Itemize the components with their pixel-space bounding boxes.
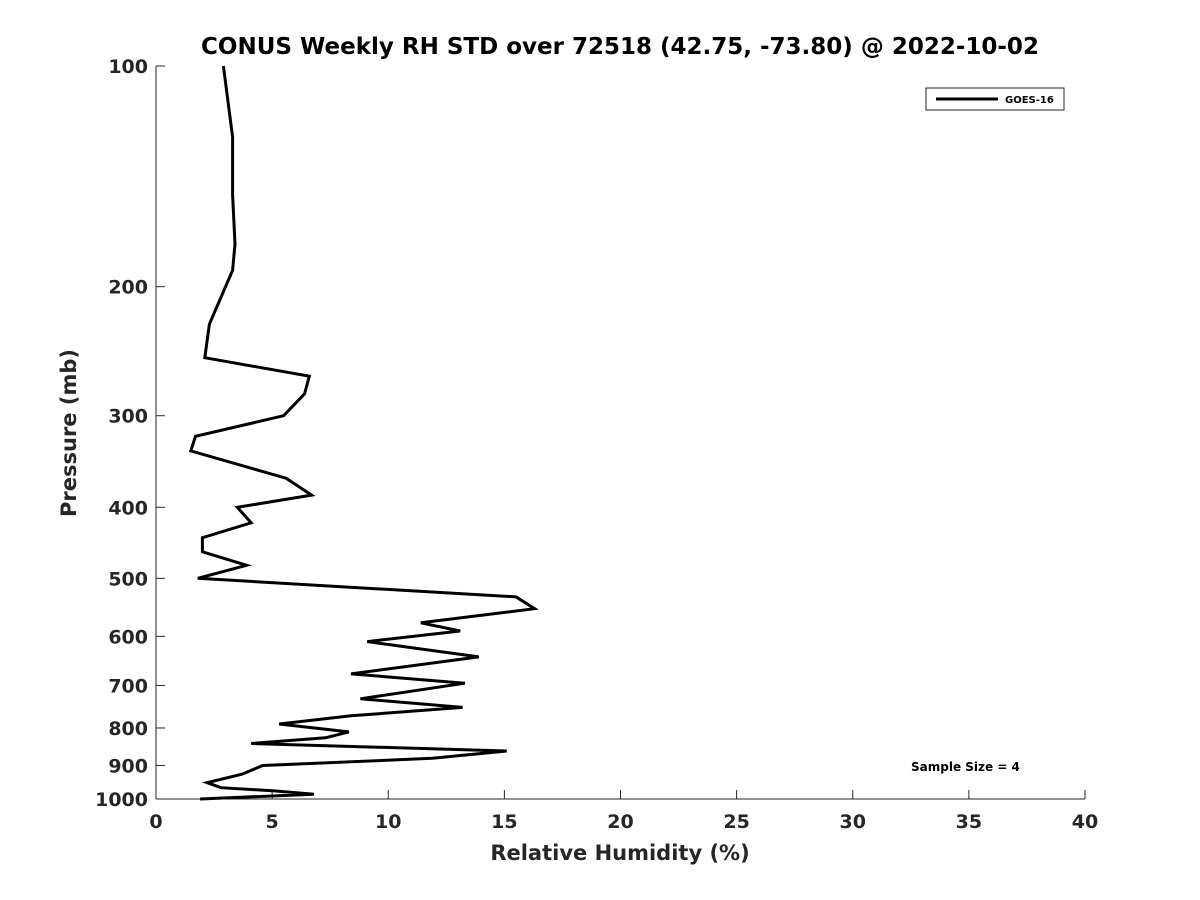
- x-tick-label: 0: [149, 811, 162, 833]
- y-tick-label: 600: [108, 626, 148, 648]
- legend-label-goes16: GOES-16: [1005, 95, 1054, 106]
- legend: GOES-16: [925, 87, 1065, 111]
- x-tick-label: 25: [723, 811, 749, 833]
- x-tick-label: 30: [840, 811, 866, 833]
- y-axis-label: Pressure (mb): [57, 349, 81, 517]
- x-tick-label: 5: [266, 811, 279, 833]
- y-tick-label: 200: [108, 277, 148, 299]
- series-line-goes16: [188, 65, 539, 801]
- x-axis-label: Relative Humidity (%): [490, 841, 749, 865]
- series-layer: [188, 65, 539, 801]
- y-tick-label: 500: [108, 568, 148, 590]
- x-tick-label: 40: [1072, 811, 1098, 833]
- y-ticks: 100 200 300 400 500 600 700 800 900 1000: [95, 56, 165, 811]
- y-tick-label: 400: [108, 497, 148, 519]
- y-tick-label: 300: [108, 406, 148, 428]
- x-tick-label: 20: [607, 811, 633, 833]
- sample-size-annotation: Sample Size = 4: [911, 760, 1020, 774]
- x-tick-label: 35: [956, 811, 982, 833]
- chart-title: CONUS Weekly RH STD over 72518 (42.75, -…: [201, 34, 1039, 60]
- y-tick-label: 100: [108, 56, 148, 78]
- x-ticks: 0 5 10 15 20 25 30 35 40: [149, 790, 1098, 833]
- x-tick-label: 15: [491, 811, 517, 833]
- y-tick-label: 700: [108, 675, 148, 697]
- y-tick-label: 1000: [95, 789, 148, 811]
- y-tick-label: 800: [108, 718, 148, 740]
- plot-axes: [155, 66, 1085, 800]
- x-tick-label: 10: [375, 811, 401, 833]
- y-tick-label: 900: [108, 755, 148, 777]
